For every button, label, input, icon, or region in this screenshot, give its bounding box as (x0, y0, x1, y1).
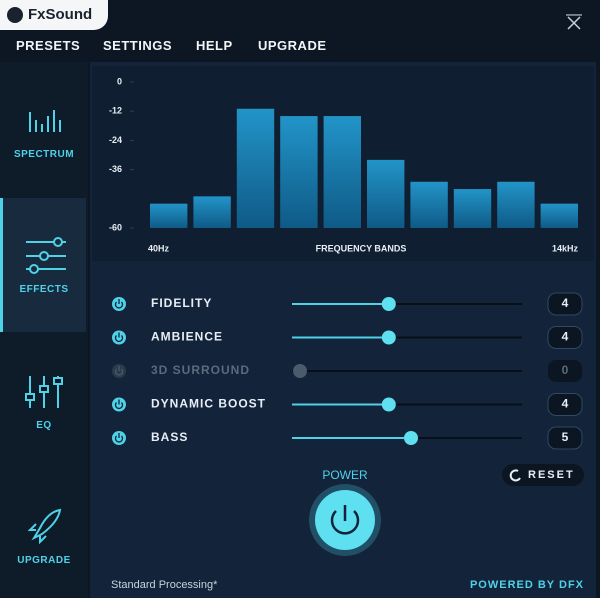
slider-knob[interactable] (293, 364, 307, 378)
spectrum-bar (236, 108, 275, 228)
slider-knob[interactable] (381, 330, 396, 345)
spectrum-bar (323, 116, 361, 228)
power-label: POWER (322, 468, 368, 482)
effect-value: 4 (562, 397, 569, 411)
effect-name: FIDELITY (151, 296, 212, 310)
slider-knob[interactable] (381, 297, 396, 311)
spectrum-bar (367, 159, 405, 228)
eq-icon (25, 376, 63, 408)
x-axis-label-right: 14kHz (552, 243, 579, 253)
y-tick-label: 0 (117, 76, 122, 86)
menu-item[interactable]: PRESETS (16, 38, 81, 53)
active-tab-highlight (0, 198, 86, 332)
reset-button[interactable] (502, 464, 584, 486)
effect-value: 4 (562, 330, 569, 344)
toggle-icon (114, 433, 124, 443)
effects-list: FIDELITY 4 AMBIENCE 4 3D SURROUND 0 DYNAMIC BO… (112, 292, 583, 450)
logo-icon (7, 7, 23, 23)
sidebar-item[interactable]: SPECTRUM (13, 149, 75, 160)
value-box (547, 292, 583, 316)
reset-label[interactable]: RESET (528, 469, 575, 481)
value-box (547, 326, 583, 349)
toggle-icon (114, 366, 124, 376)
powered-by: POWERED BY DFX (470, 579, 584, 591)
menu-item[interactable]: UPGRADE (258, 38, 327, 53)
effect-name: AMBIENCE (151, 330, 223, 344)
reset-icon (509, 469, 521, 482)
value-box (547, 426, 583, 450)
menu-item[interactable]: HELP (196, 38, 233, 53)
app-name: FxSound (28, 6, 93, 23)
toggle-icon (114, 299, 124, 309)
spectrum-bar (280, 116, 318, 228)
effect-value: 5 (562, 430, 569, 444)
sidebar-item[interactable]: UPGRADE (17, 555, 71, 566)
effect-value: 4 (562, 296, 569, 310)
y-tick-label: -36 (109, 164, 122, 174)
spectrum-bar (497, 181, 535, 228)
value-box (547, 393, 583, 416)
slider-knob[interactable] (381, 397, 396, 412)
spectrum-bar (193, 196, 231, 228)
spectrum-bar (150, 203, 188, 228)
value-box (548, 360, 582, 382)
slider-knob[interactable] (404, 431, 418, 445)
y-tick-label: -24 (109, 135, 122, 145)
effect-name: BASS (151, 430, 188, 444)
effect-name: DYNAMIC BOOST (151, 397, 266, 411)
sidebar-item[interactable]: EQ (36, 420, 52, 431)
spectrum-bar (410, 181, 448, 228)
spectrum-icon (29, 110, 61, 132)
effects-icon (26, 237, 66, 274)
power-icon (330, 510, 360, 535)
spectrum-bar (540, 203, 578, 228)
close-button[interactable] (567, 16, 581, 30)
upgrade-icon (27, 508, 62, 545)
effect-name: 3D SURROUND (151, 363, 250, 377)
toggle-icon (114, 399, 124, 410)
spectrum-bar (453, 189, 492, 228)
toggle-icon (114, 332, 124, 343)
x-axis-title: FREQUENCY BANDS (316, 243, 407, 253)
processing-status: Standard Processing* (111, 579, 218, 591)
effect-value: 0 (562, 363, 569, 377)
menu-item[interactable]: SETTINGS (103, 38, 173, 53)
spectrum-chart: 0 -12 -24 -36 -60 (109, 76, 578, 232)
x-axis-label-left: 40Hz (148, 243, 170, 253)
y-tick-label: -12 (109, 106, 122, 116)
sidebar-item[interactable]: EFFECTS (19, 284, 69, 295)
y-tick-label: -60 (109, 222, 122, 232)
